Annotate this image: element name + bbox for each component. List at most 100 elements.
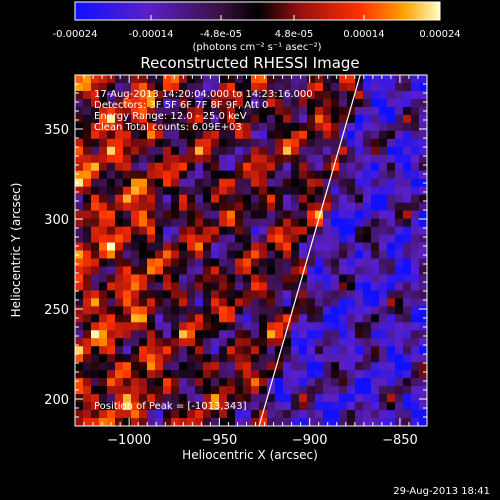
heatmap-cell bbox=[275, 386, 284, 395]
heatmap-cell bbox=[307, 178, 316, 187]
heatmap-cell bbox=[403, 186, 412, 195]
heatmap-cell bbox=[187, 242, 196, 251]
heatmap-cell bbox=[251, 242, 260, 251]
heatmap-cell bbox=[275, 114, 284, 124]
heatmap-cell bbox=[363, 210, 372, 219]
heatmap-cell bbox=[395, 130, 404, 140]
heatmap-cell bbox=[363, 234, 372, 243]
heatmap-cell bbox=[123, 274, 132, 283]
heatmap-cell bbox=[307, 386, 316, 395]
heatmap-cell bbox=[107, 194, 116, 203]
heatmap-cell bbox=[251, 194, 260, 203]
heatmap-cell bbox=[347, 226, 356, 235]
heatmap-cell bbox=[267, 290, 276, 299]
heatmap-cell bbox=[107, 250, 116, 259]
heatmap-cell bbox=[403, 122, 412, 132]
heatmap-cell bbox=[195, 75, 204, 84]
heatmap-cell bbox=[139, 410, 148, 419]
heatmap-cell bbox=[363, 75, 372, 84]
heatmap-cell bbox=[91, 82, 100, 92]
heatmap-cell bbox=[371, 82, 380, 92]
heatmap-cell bbox=[363, 410, 372, 419]
heatmap-cell bbox=[307, 106, 316, 116]
heatmap-cell bbox=[187, 290, 196, 299]
heatmap-cell bbox=[331, 346, 340, 355]
heatmap-cell bbox=[83, 194, 92, 203]
heatmap-cell bbox=[307, 330, 316, 339]
heatmap-cell bbox=[347, 218, 356, 227]
heatmap-cell bbox=[315, 306, 324, 315]
heatmap-cell bbox=[227, 274, 236, 283]
heatmap-cell bbox=[99, 418, 108, 426]
heatmap-cell bbox=[299, 122, 308, 132]
heatmap-cell bbox=[299, 138, 308, 148]
heatmap-cell bbox=[323, 234, 332, 243]
heatmap-cell bbox=[299, 194, 308, 203]
heatmap-cell bbox=[115, 234, 124, 243]
heatmap-cell bbox=[187, 138, 196, 148]
heatmap-cell bbox=[139, 418, 148, 426]
heatmap-cell bbox=[179, 242, 188, 251]
heatmap-cell bbox=[227, 75, 236, 84]
heatmap-cell bbox=[371, 178, 380, 187]
heatmap-cell bbox=[123, 162, 132, 172]
heatmap-cell bbox=[107, 306, 116, 315]
heatmap-cell bbox=[355, 210, 364, 219]
heatmap-cell bbox=[131, 418, 140, 426]
heatmap-cell bbox=[411, 242, 420, 251]
heatmap-cell bbox=[99, 170, 108, 180]
heatmap-cell bbox=[235, 122, 244, 132]
heatmap-cell bbox=[83, 290, 92, 299]
heatmap-cell bbox=[275, 410, 284, 419]
heatmap-cell bbox=[395, 242, 404, 251]
heatmap-cell bbox=[299, 394, 308, 403]
heatmap-cell bbox=[283, 106, 292, 116]
heatmap-cell bbox=[171, 186, 180, 195]
heatmap-cell bbox=[171, 122, 180, 132]
heatmap-cell bbox=[147, 146, 156, 156]
heatmap-cell bbox=[251, 98, 260, 108]
heatmap-cell bbox=[91, 106, 100, 116]
heatmap-cell bbox=[163, 154, 172, 164]
heatmap-cell bbox=[99, 250, 108, 259]
heatmap-cell bbox=[187, 146, 196, 156]
heatmap-cell bbox=[243, 402, 252, 411]
heatmap-cell bbox=[299, 378, 308, 387]
heatmap-cell bbox=[75, 322, 84, 331]
heatmap-cell bbox=[195, 90, 204, 100]
heatmap-cell bbox=[283, 362, 292, 371]
heatmap-cell bbox=[307, 90, 316, 100]
heatmap-cell bbox=[379, 242, 388, 251]
heatmap-cell bbox=[99, 290, 108, 299]
heatmap-cell bbox=[235, 178, 244, 187]
heatmap-cell bbox=[243, 154, 252, 164]
heatmap-cell bbox=[75, 410, 84, 419]
heatmap-cell bbox=[403, 178, 412, 187]
heatmap-cell bbox=[91, 234, 100, 243]
heatmap-cell bbox=[339, 338, 348, 347]
heatmap-cell bbox=[259, 82, 268, 92]
heatmap-cell bbox=[123, 106, 132, 116]
heatmap-cell bbox=[291, 114, 300, 124]
heatmap-cell bbox=[155, 410, 164, 419]
heatmap-cell bbox=[91, 98, 100, 108]
heatmap-cell bbox=[291, 362, 300, 371]
heatmap-cell bbox=[323, 282, 332, 291]
heatmap-cell bbox=[419, 266, 427, 275]
heatmap-cell bbox=[371, 194, 380, 203]
heatmap-cell bbox=[139, 98, 148, 108]
heatmap-cell bbox=[107, 178, 116, 187]
heatmap-cell bbox=[75, 218, 84, 227]
heatmap-cell bbox=[387, 186, 396, 195]
heatmap-cell bbox=[115, 242, 124, 251]
heatmap-cell bbox=[347, 386, 356, 395]
heatmap-cell bbox=[155, 322, 164, 331]
heatmap-cell bbox=[203, 394, 212, 403]
heatmap-cell bbox=[99, 314, 108, 323]
heatmap-cell bbox=[299, 234, 308, 243]
heatmap-cell bbox=[259, 314, 268, 323]
heatmap-cell bbox=[363, 138, 372, 148]
heatmap-cell bbox=[379, 378, 388, 387]
heatmap-cell bbox=[123, 298, 132, 307]
heatmap-cell bbox=[339, 154, 348, 164]
